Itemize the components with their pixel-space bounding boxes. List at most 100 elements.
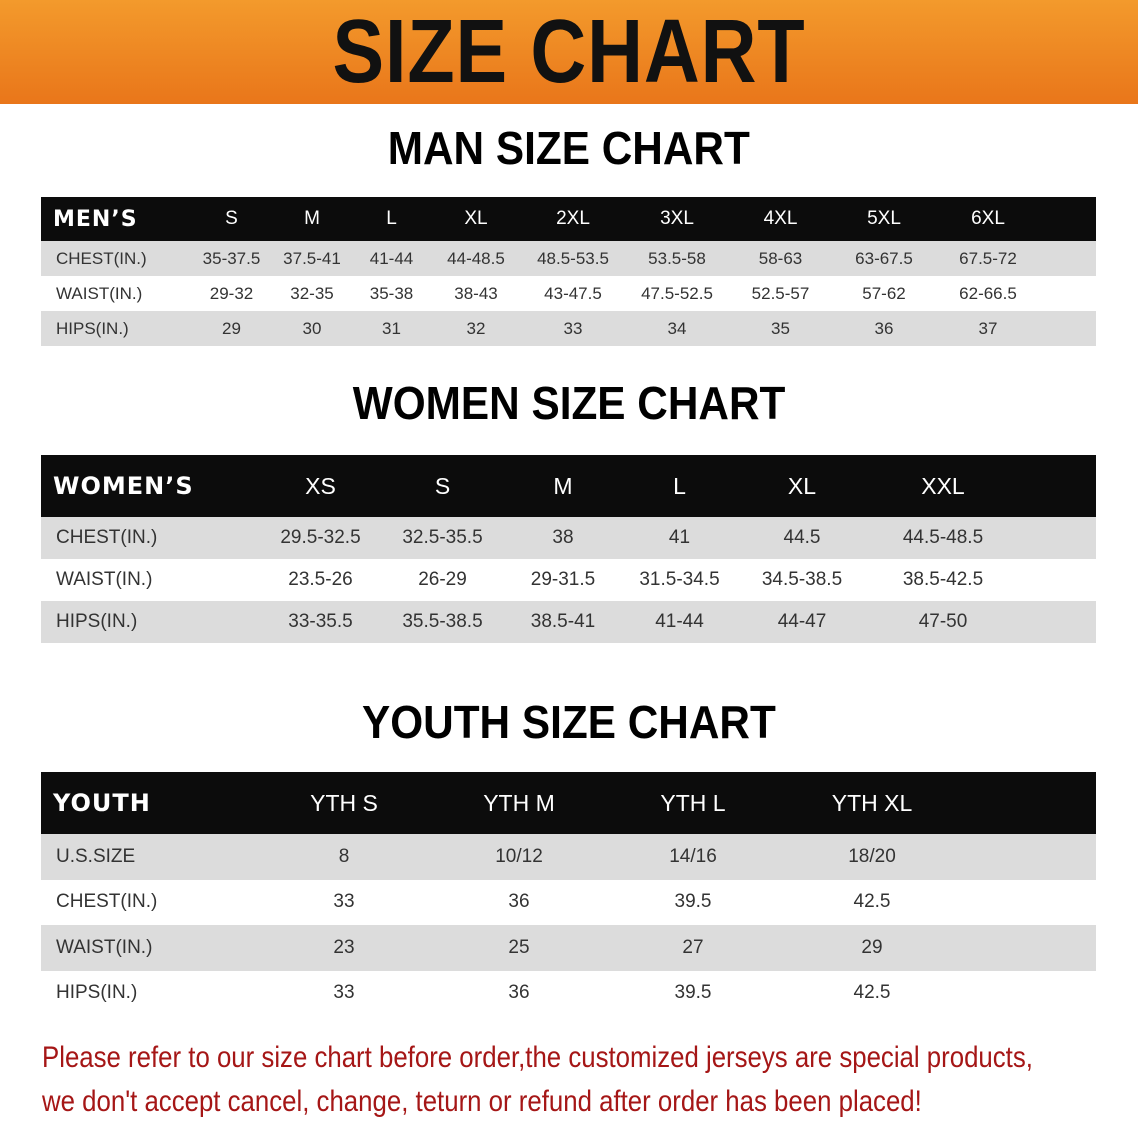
table-cell: 41-44 (369, 248, 414, 268)
notice-line: Please refer to our size chart before or… (42, 1041, 1033, 1074)
table-cell: 42.5 (853, 891, 891, 913)
women-size-table: WOMEN’S XS S M L XL XXL CHEST(IN.) 29.5-32.5 32.5… (41, 455, 1096, 643)
table-cell: 8 (338, 845, 350, 867)
table-cell: 32.5-35.5 (402, 527, 483, 548)
size-header-cell: S (434, 472, 451, 499)
table-cell: 41 (668, 527, 691, 548)
table-cell: 10/12 (495, 845, 543, 867)
table-cell: 34.5-38.5 (761, 569, 843, 590)
row-label: HIPS(IN.) (56, 611, 138, 632)
row-label: WAIST(IN.) (56, 936, 153, 958)
women-section-title: WOMEN SIZE CHART (352, 377, 786, 429)
table-cell: 39.5 (674, 982, 712, 1004)
size-header-cell: L (673, 472, 686, 499)
table-cell: 42.5 (853, 982, 891, 1004)
table-cell: 14/16 (669, 845, 717, 867)
table-cell: 31.5-34.5 (639, 569, 720, 590)
size-header-cell: YTH M (483, 789, 555, 816)
size-header-cell: 6XL (971, 208, 1005, 229)
table-cell: 30 (302, 318, 322, 338)
table-cell: 36 (508, 891, 530, 913)
table-cell: 52.5-57 (751, 283, 810, 303)
table-cell: 32 (466, 318, 486, 338)
header-row: WOMEN’S XS S M L XL XXL (41, 455, 1096, 517)
row-label: WAIST(IN.) (56, 569, 153, 590)
youth-section-title: YOUTH SIZE CHART (362, 696, 776, 748)
table-cell: 32-35 (290, 283, 334, 303)
table-cell: 26-29 (418, 569, 467, 590)
table-cell: 29-32 (209, 283, 254, 303)
table-cell: 38.5-41 (530, 611, 596, 632)
size-header-cell: S (225, 208, 238, 229)
banner: SIZE CHART (0, 0, 1138, 104)
table-cell: 48.5-53.5 (537, 248, 609, 268)
table-cell: 38 (552, 527, 574, 548)
table-cell: 62-66.5 (959, 283, 1017, 303)
table-cell: 35-37.5 (202, 248, 261, 268)
size-header-cell: 2XL (556, 208, 590, 229)
notice-line: we don't accept cancel, change, teturn o… (42, 1085, 922, 1118)
table-cell: 47.5-52.5 (641, 283, 713, 303)
table-cell: 23.5-26 (288, 569, 353, 590)
table-cell: 29-31.5 (530, 569, 596, 590)
table-cell: 35 (771, 318, 790, 338)
table-row: HIPS(IN.) 29 30 31 32 33 34 35 36 37 (41, 311, 1096, 346)
youth-size-table: YOUTH YTH S YTH M YTH L YTH XL U.S.SIZE 8 10/12… (41, 772, 1096, 1016)
table-cell: 33 (333, 891, 355, 913)
header-row: MEN’S S M L XL 2XL 3XL 4XL 5XL 6XL (41, 197, 1096, 241)
table-cell: 37.5-41 (283, 248, 341, 268)
table-cell: 58-63 (758, 248, 803, 268)
table-cell: 44.5 (783, 527, 821, 548)
table-row: CHEST(IN.) 33 36 39.5 42.5 (41, 879, 1096, 925)
table-cell: 41-44 (655, 611, 704, 632)
row-label: CHEST(IN.) (56, 527, 158, 548)
table-cell: 27 (682, 936, 704, 958)
table-cell: 39.5 (674, 891, 712, 913)
table-cell: 38-43 (454, 283, 498, 303)
size-header-cell: 4XL (763, 208, 798, 229)
table-row: WAIST(IN.) 23.5-26 26-29 29-31.5 31.5-34.5 34… (41, 559, 1096, 601)
size-header-cell: XXL (921, 472, 965, 499)
table-cell: 18/20 (848, 845, 896, 867)
table-cell: 43-47.5 (544, 283, 602, 303)
size-header-cell: YTH S (310, 789, 378, 816)
size-header-cell: M (553, 472, 573, 499)
table-cell: 35-38 (369, 283, 414, 303)
table-cell: 33 (563, 318, 583, 338)
row-label: HIPS(IN.) (56, 982, 138, 1004)
row-label: WAIST(IN.) (56, 283, 143, 303)
men-size-table: MEN’S S M L XL 2XL 3XL 4XL 5XL 6XL CHEST(IN.) 35-37… (41, 197, 1096, 346)
table-cell: 29 (222, 318, 241, 338)
table-row: HIPS(IN.) 33 36 39.5 42.5 (41, 970, 1096, 1016)
size-header-cell: XL (787, 472, 817, 499)
order-notice: Please refer to our size chart before or… (42, 1036, 1126, 1124)
row-label: U.S.SIZE (56, 845, 136, 867)
table-cell: 25 (508, 936, 530, 958)
table-row: WAIST(IN.) 29-32 32-35 35-38 38-43 43-47.5 47.… (41, 276, 1096, 311)
men-section-title: MAN SIZE CHART (387, 122, 751, 174)
table-row: U.S.SIZE 8 10/12 14/16 18/20 (41, 834, 1096, 880)
table-row: WAIST(IN.) 23 25 27 29 (41, 925, 1096, 971)
table-cell: 53.5-58 (648, 248, 706, 268)
size-header-cell: YTH XL (831, 789, 913, 816)
table-row: HIPS(IN.) 33-35.5 35.5-38.5 38.5-41 41-44 44-… (41, 601, 1096, 643)
size-header-cell: YTH L (660, 789, 726, 816)
table-title-cell: WOMEN’S (53, 472, 194, 500)
table-title-cell: MEN’S (53, 206, 138, 232)
size-header-cell: XL (464, 208, 488, 229)
size-header-cell: 5XL (867, 208, 901, 229)
row-label: CHEST(IN.) (56, 891, 158, 913)
table-cell: 33-35.5 (288, 611, 353, 632)
table-cell: 29 (861, 936, 883, 958)
table-cell: 23 (333, 936, 355, 958)
table-title-cell: YOUTH (53, 789, 151, 817)
table-cell: 35.5-38.5 (402, 611, 483, 632)
table-cell: 38.5-42.5 (902, 569, 984, 590)
table-cell: 44-48.5 (447, 248, 505, 268)
size-header-cell: M (304, 208, 320, 229)
table-cell: 67.5-72 (959, 248, 1017, 268)
row-label: CHEST(IN.) (56, 248, 147, 268)
table-cell: 37 (978, 318, 998, 338)
table-cell: 34 (667, 318, 687, 338)
table-cell: 47-50 (918, 611, 968, 632)
